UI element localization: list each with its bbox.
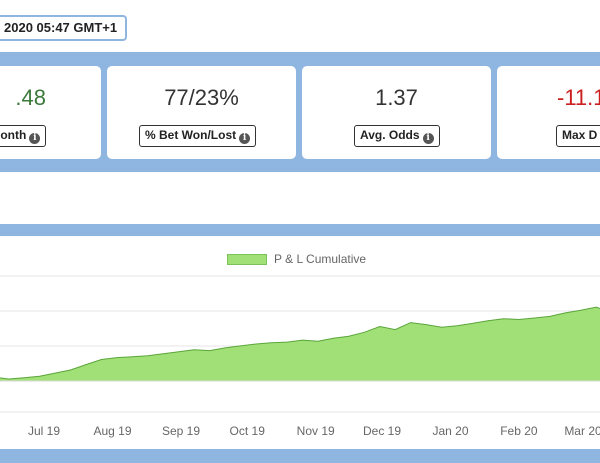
stat-label[interactable]: Max D bbox=[556, 125, 600, 147]
x-tick-label: Aug 19 bbox=[93, 424, 131, 438]
info-icon[interactable]: i bbox=[422, 133, 434, 144]
stat-label-text: Avg. Odds bbox=[360, 128, 420, 142]
x-tick-label: Nov 19 bbox=[297, 424, 335, 438]
timestamp-badge: 2020 05:47 GMT+1 bbox=[0, 15, 128, 41]
stat-value: 1.37 bbox=[375, 85, 418, 110]
legend-label[interactable]: P & L Cumulative bbox=[274, 252, 367, 266]
stat-card-monthly: .48 /Monthi bbox=[0, 66, 101, 159]
stat-label-text: % Bet Won/Lost bbox=[145, 128, 237, 142]
x-tick-label: Oct 19 bbox=[230, 424, 266, 438]
pl-chart: P & L Cumulative Jul 19 Aug 19 Sep 19 Oct 1… bbox=[0, 236, 600, 449]
stat-value: .48 bbox=[15, 85, 46, 110]
info-icon[interactable]: i bbox=[29, 133, 41, 144]
x-tick-label: Feb 20 bbox=[500, 424, 538, 438]
series-line[interactable] bbox=[0, 306, 600, 380]
stat-value: -11.1 bbox=[557, 85, 600, 110]
section-divider bbox=[0, 224, 600, 236]
stat-label[interactable]: /Monthi bbox=[0, 125, 47, 147]
stat-label[interactable]: Avg. Odds i bbox=[354, 125, 440, 147]
x-tick-label: Jan 20 bbox=[432, 424, 468, 438]
stat-label[interactable]: % Bet Won/Lost i bbox=[139, 125, 257, 147]
series-area[interactable] bbox=[0, 307, 600, 381]
chart-svg: Jul 19 Aug 19 Sep 19 Oct 19 Nov 19 Dec 19 Jan … bbox=[0, 275, 600, 438]
x-tick-label: Dec 19 bbox=[363, 424, 401, 438]
stat-value: 77/23% bbox=[164, 85, 239, 110]
stat-card-bet-won-lost: 77/23% % Bet Won/Lost i bbox=[107, 66, 296, 159]
stat-card-avg-odds: 1.37 Avg. Odds i bbox=[302, 66, 491, 159]
x-tick-label: Sep 19 bbox=[162, 424, 200, 438]
legend-swatch[interactable] bbox=[227, 254, 267, 265]
x-tick-label: Jul 19 bbox=[28, 424, 60, 438]
stat-label-text: Max D bbox=[562, 128, 598, 142]
stat-card-max-drawdown: -11.1 Max D bbox=[497, 66, 600, 159]
x-tick-label: Mar 20 bbox=[564, 424, 600, 438]
info-icon[interactable]: i bbox=[239, 133, 251, 144]
stat-label-text: /Month bbox=[0, 128, 27, 142]
section-divider-bottom bbox=[0, 449, 600, 463]
